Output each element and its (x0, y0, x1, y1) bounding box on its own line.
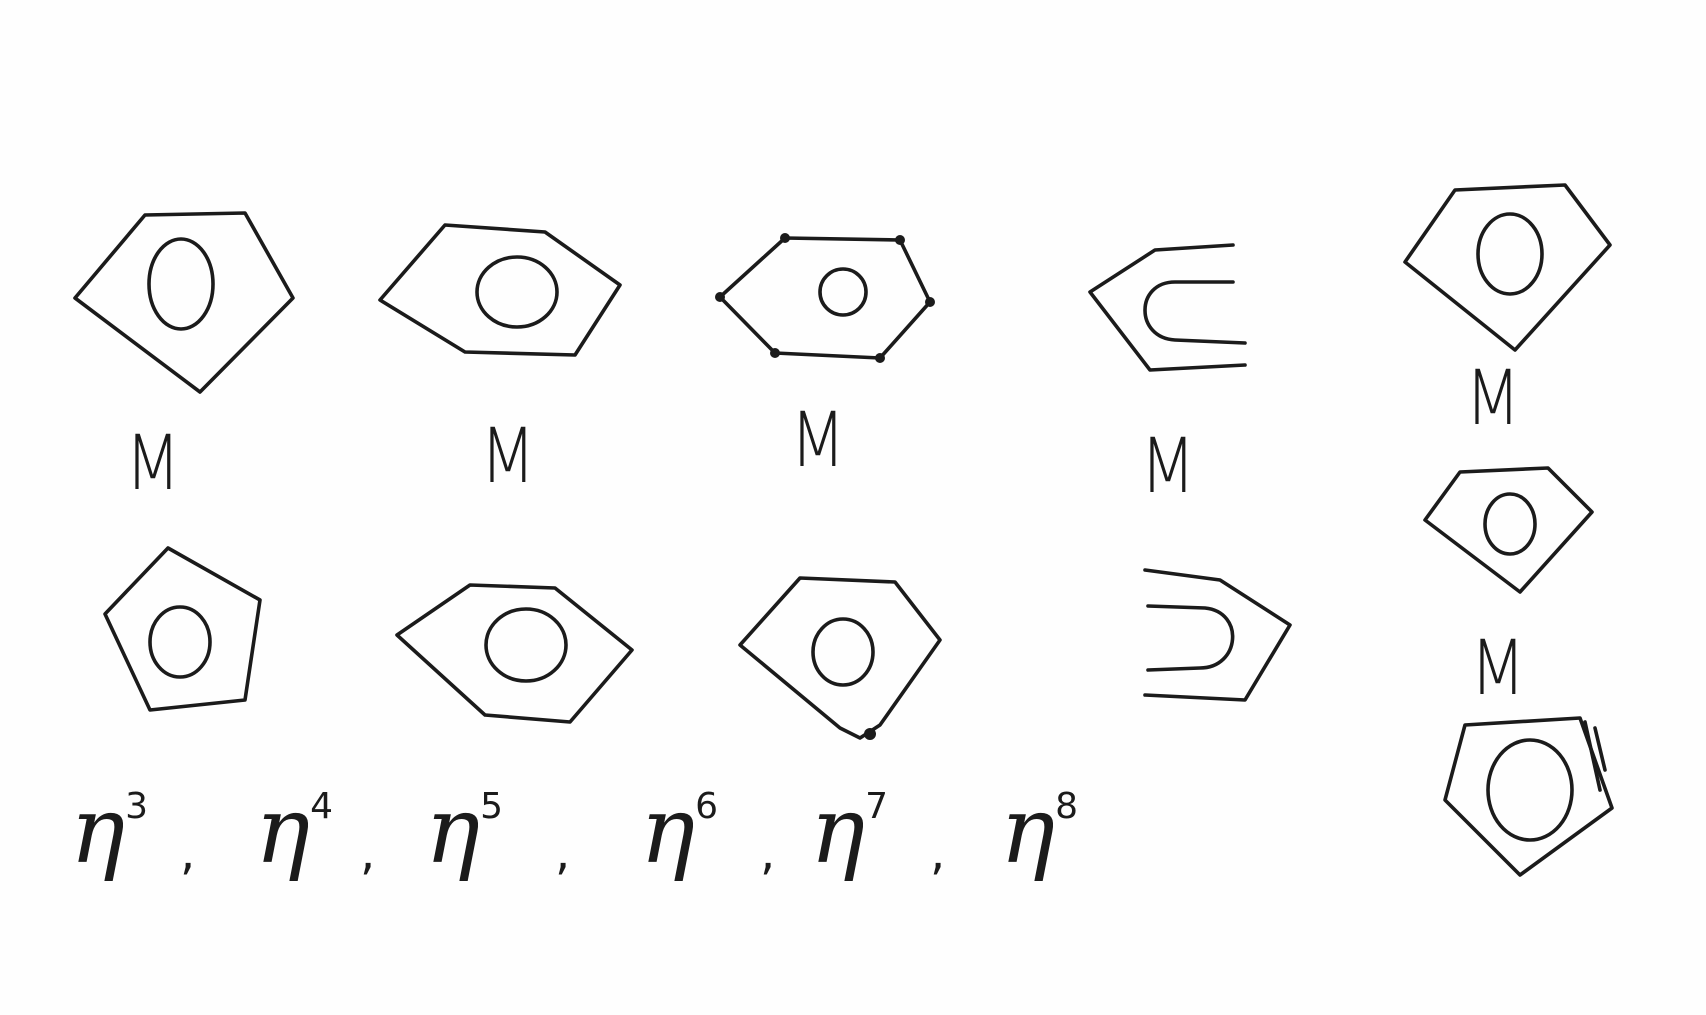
complex-3-bottom-ring (738, 576, 942, 740)
atom-dot (770, 348, 780, 358)
metal-label-complex-3: M (790, 395, 846, 484)
complex-3-atom-dots (715, 233, 935, 363)
complex-2 (378, 223, 634, 724)
atom-dot (875, 353, 885, 363)
complex-5-middle-ring-pi-circle (1483, 492, 1537, 556)
complex-5-top-ring-pi-circle (1476, 212, 1544, 296)
complex-4 (1088, 243, 1292, 702)
metal-label-complex-1: M (125, 418, 181, 507)
complex-2-bottom-ring-pi-circle (484, 607, 568, 683)
complex-2-bottom-ring (395, 583, 634, 724)
complex-2-top-ring-pi-circle (475, 255, 559, 329)
separator: , (760, 825, 776, 881)
atom-dot (780, 233, 790, 243)
metal-label-complex-2: M (480, 411, 536, 500)
complex-5 (1403, 183, 1614, 877)
hapticity-list: η3 , η4 , η5 , η6 , η7 , η8 (70, 785, 1120, 905)
complex-5-bottom-ring (1443, 716, 1614, 877)
complex-1-bottom-ring (103, 546, 262, 712)
separator: , (930, 825, 946, 881)
atom-dot (864, 728, 876, 740)
atom-dot (895, 235, 905, 245)
complex-5-bottom-ring-scribble (1583, 720, 1607, 792)
hapticity-eta-6: η6 (640, 777, 719, 884)
complex-2-top-ring (378, 223, 622, 357)
hapticity-eta-4: η4 (255, 777, 334, 884)
complex-1-top-ring-pi-circle (147, 237, 215, 331)
complex-3-top-ring-pi-circle (818, 267, 868, 317)
complex-3-bottom-ring-pi-circle (811, 617, 875, 687)
complex-5-middle-ring (1423, 466, 1594, 594)
metal-label-complex-5-upper: M (1465, 353, 1521, 442)
metal-label-complex-4: M (1140, 421, 1196, 510)
complex-3 (715, 233, 942, 740)
atom-dot (715, 292, 725, 302)
hapticity-eta-8: η8 (1000, 777, 1079, 884)
separator: , (360, 825, 376, 881)
complex-3-top-ring (718, 236, 932, 360)
separator: , (180, 825, 196, 881)
complex-5-top-ring (1403, 183, 1612, 352)
metal-label-complex-5-lower: M (1470, 623, 1526, 712)
complex-1-top-ring (73, 211, 295, 394)
complex-4-bottom-inner-arc (1146, 604, 1235, 672)
complex-4-top-inner-arc (1143, 280, 1247, 345)
separator: , (555, 825, 571, 881)
atom-dot (925, 297, 935, 307)
complex-1 (73, 211, 295, 712)
hapticity-eta-5: η5 (425, 777, 504, 884)
complex-5-bottom-ring-pi-circle (1486, 738, 1574, 842)
hapticity-eta-7: η7 (810, 777, 889, 884)
hapticity-eta-3: η3 (70, 777, 149, 884)
complex-4-bottom-ring (1143, 568, 1292, 702)
complex-1-bottom-ring-pi-circle (148, 605, 212, 679)
complex-4-top-ring (1088, 243, 1247, 372)
